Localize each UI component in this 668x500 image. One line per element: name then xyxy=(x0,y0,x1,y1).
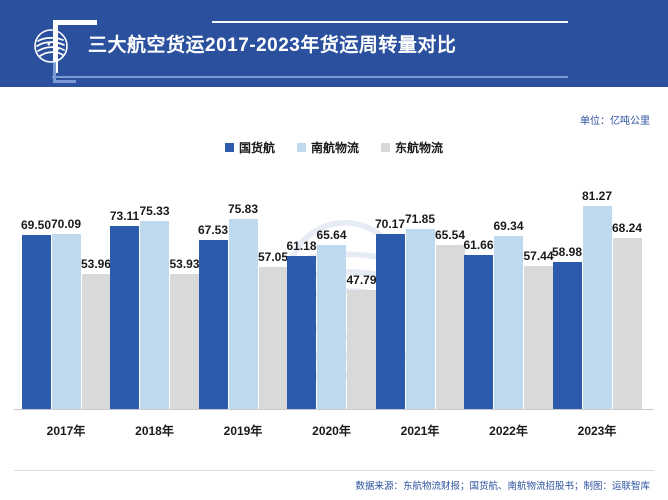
legend-swatch-icon xyxy=(381,143,390,152)
bar-value-label: 75.83 xyxy=(227,202,259,217)
page-title: 三大航空货运2017-2023年货运周转量对比 xyxy=(88,35,457,56)
header-bottom-rule xyxy=(52,76,568,78)
bar-2019年-东航物流[interactable] xyxy=(258,266,288,410)
bar-value-label: 69.34 xyxy=(493,218,524,233)
bar-2018年-南航物流[interactable] xyxy=(140,220,169,410)
bar-2020年-南航物流[interactable] xyxy=(317,244,346,410)
bar-group: 73.11 75.33 53.93 xyxy=(109,160,200,410)
legend-item-guohuohang[interactable]: 国货航 xyxy=(224,139,275,156)
bar-value-label: 57.05 xyxy=(257,249,289,264)
bar-group: 58.98 81.27 68.24 xyxy=(551,160,643,410)
legend-item-nanhangwuliu[interactable]: 南航物流 xyxy=(296,139,359,156)
bar-value-label: 65.64 xyxy=(316,227,347,242)
legend-label: 南航物流 xyxy=(310,141,359,155)
footer-divider xyxy=(14,470,654,471)
bar-chart-plot-area: 69.50 70.09 53.96 73.11 75.33 53.93 67.53 75.83… xyxy=(0,160,668,410)
bar-value-label: 75.33 xyxy=(139,203,170,218)
bar-2017年-东航物流[interactable] xyxy=(81,274,111,410)
bar-2023年-东航物流[interactable] xyxy=(612,238,642,410)
bar-2018年-国货航[interactable] xyxy=(110,226,139,410)
bar-2022年-国货航[interactable] xyxy=(464,254,493,410)
bar-value-label: 81.27 xyxy=(581,188,613,203)
bar-value-label: 73.11 xyxy=(109,209,140,224)
bar-2019年-南航物流[interactable] xyxy=(228,219,258,410)
bar-group: 69.50 70.09 53.96 xyxy=(20,160,112,410)
bar-value-label: 61.18 xyxy=(286,239,317,254)
bar-value-label: 69.50 xyxy=(20,218,52,233)
bar-2022年-东航物流[interactable] xyxy=(524,265,553,410)
header-top-rule xyxy=(212,21,568,23)
bar-2020年-国货航[interactable] xyxy=(287,256,316,410)
bar-value-label: 53.96 xyxy=(80,257,112,272)
bar-value-label: 70.09 xyxy=(50,216,82,231)
legend-swatch-icon xyxy=(224,143,234,152)
footer-source-note: 数据来源：东航物流财报；国货航、南航物流招股书；制图：运联智库 xyxy=(355,481,650,492)
x-axis-tick-label: 2020年 xyxy=(312,424,351,438)
legend-label: 国货航 xyxy=(238,141,275,155)
bar-group: 67.53 75.83 57.05 xyxy=(197,160,289,410)
legend-swatch-icon xyxy=(296,143,306,152)
bar-group: 61.18 65.64 47.79 xyxy=(286,160,377,410)
x-axis-labels: 2017年 2018年 2019年 2020年 2021年 2022年 2023年 xyxy=(0,422,668,444)
bar-2021年-国货航[interactable] xyxy=(375,233,405,410)
header-banner: 三大航空货运2017-2023年货运周转量对比 xyxy=(0,0,668,87)
chart-legend: 国货航 南航物流 东航物流 xyxy=(0,139,668,156)
bar-2021年-东航物流[interactable] xyxy=(435,245,465,410)
bar-value-label: 70.17 xyxy=(374,216,406,231)
bar-value-label: 67.53 xyxy=(197,223,229,238)
unit-label: 单位：亿吨公里 xyxy=(580,116,650,127)
bar-2021年-南航物流[interactable] xyxy=(405,229,435,410)
bar-2023年-国货航[interactable] xyxy=(552,261,582,410)
bar-value-label: 47.79 xyxy=(346,272,377,287)
bar-2017年-国货航[interactable] xyxy=(21,235,51,410)
bar-value-label: 68.24 xyxy=(611,221,643,236)
x-axis-tick-label: 2018年 xyxy=(135,424,174,438)
chart-baseline-axis xyxy=(14,409,654,410)
bar-2019年-国货航[interactable] xyxy=(198,240,228,410)
bar-value-label: 65.54 xyxy=(434,228,466,243)
x-axis-tick-label: 2022年 xyxy=(489,424,528,438)
legend-item-donghangwuliu[interactable]: 东航物流 xyxy=(381,139,443,156)
bar-value-label: 53.93 xyxy=(169,257,200,272)
bar-2018年-东航物流[interactable] xyxy=(170,274,199,410)
bar-value-label: 61.66 xyxy=(463,237,494,252)
x-axis-tick-label: 2017年 xyxy=(46,424,86,438)
x-axis-tick-label: 2021年 xyxy=(400,424,440,438)
bar-group: 61.66 69.34 57.44 xyxy=(463,160,554,410)
bar-group: 70.17 71.85 65.54 xyxy=(374,160,466,410)
bar-2023年-南航物流[interactable] xyxy=(582,205,612,410)
bar-value-label: 58.98 xyxy=(551,244,583,259)
header-corner-bracket-lower xyxy=(53,62,76,83)
bar-2022年-南航物流[interactable] xyxy=(494,235,523,410)
legend-label: 东航物流 xyxy=(395,141,444,155)
globe-stripes-logo-icon xyxy=(33,28,69,64)
bar-value-label: 71.85 xyxy=(404,212,436,227)
bar-2020年-东航物流[interactable] xyxy=(347,289,376,410)
bar-2017年-南航物流[interactable] xyxy=(51,233,81,410)
x-axis-tick-label: 2019年 xyxy=(223,424,263,438)
bar-value-label: 57.44 xyxy=(523,248,554,263)
x-axis-tick-label: 2023年 xyxy=(577,424,617,438)
